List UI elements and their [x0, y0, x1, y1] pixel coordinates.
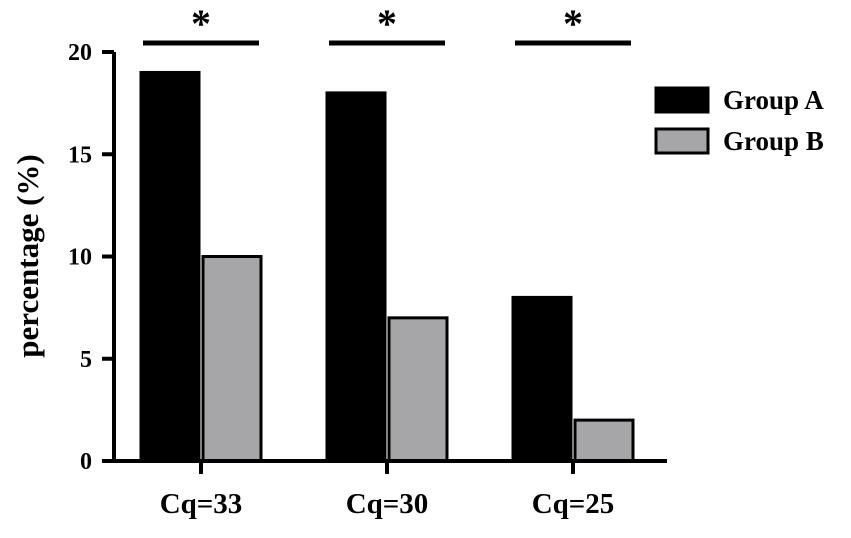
significance-star: *	[563, 1, 583, 46]
legend-swatch	[654, 127, 710, 155]
bar-group-b-cq33	[201, 255, 263, 463]
y-tick-label: 20	[68, 40, 92, 66]
legend-swatch	[654, 86, 710, 114]
bar-group-b-cq25	[573, 418, 635, 463]
x-tick-label: Cq=25	[532, 488, 615, 520]
y-ticks: 0 5 10 15 20	[68, 40, 114, 475]
y-axis-title: percentage (%)	[10, 154, 45, 357]
bars-layer	[139, 70, 635, 463]
significance-layer: * * *	[143, 1, 631, 46]
x-ticks: Cq=33 Cq=30 Cq=25	[160, 461, 615, 520]
x-tick-label: Cq=33	[160, 488, 243, 520]
bar-group-a-cq30	[325, 91, 387, 463]
y-tick-label: 15	[68, 142, 92, 168]
bar-group-a-cq33	[139, 70, 201, 463]
bar-group-a-cq25	[511, 295, 573, 463]
y-tick-label: 10	[68, 245, 92, 271]
x-tick-label: Cq=30	[346, 488, 429, 520]
legend: Group A Group B	[654, 85, 824, 156]
y-tick-label: 5	[80, 347, 92, 373]
legend-label: Group A	[723, 85, 824, 115]
legend-label: Group B	[723, 126, 824, 156]
significance-star: *	[191, 1, 211, 46]
bar-group-b-cq30	[387, 316, 449, 463]
significance-star: *	[377, 1, 397, 46]
y-tick-label: 0	[80, 449, 92, 475]
